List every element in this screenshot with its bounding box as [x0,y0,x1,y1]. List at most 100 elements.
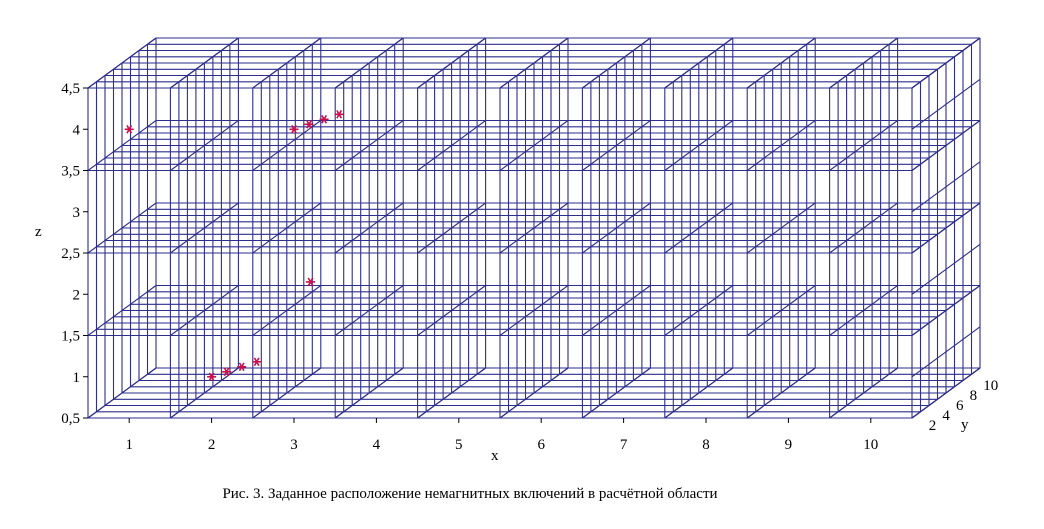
z-tick-label: 2,5 [61,246,80,262]
marker-stroke [253,357,260,367]
grid-line [334,367,404,419]
grid-line [334,285,404,336]
x-axis-label: x [491,448,499,464]
grid-line [417,285,486,336]
marker-stroke [291,125,297,134]
y-tick-label: 8 [970,388,978,404]
grid-line [499,367,569,419]
y-axis-label: y [961,417,969,433]
grid-line [170,120,239,171]
data-point [252,357,262,367]
grid-line [252,367,322,419]
data-point [304,120,314,129]
data-point [306,277,315,287]
grid-line [334,37,404,89]
data-point [124,125,134,134]
grid-line [499,37,569,89]
grid-line [664,367,734,419]
grid-line [911,161,981,213]
grid-line [911,367,981,419]
z-axis-label: z [35,224,42,240]
x-tick-label: 2 [208,437,216,453]
figure-caption: Рис. 3. Заданное расположение немагнитны… [222,486,718,502]
grid-line [252,37,322,89]
grid-line [87,202,157,254]
z-tick-label: 3 [73,205,81,221]
grid-line [829,285,898,336]
marker-stroke [321,115,328,124]
grid-line [499,202,569,254]
grid-line [746,120,816,171]
z-tick-label: 4 [73,122,81,138]
grid-line [87,285,157,336]
grid-line [87,367,157,419]
x-tick-label: 8 [702,437,710,453]
marker-stroke [238,362,245,372]
grid-line [417,120,486,171]
z-tick-labels: 0,5 1 1,5 2 2,5 3 3,5 4 4,5 [61,81,88,427]
grid-layer [87,37,981,419]
grid-line [829,120,898,171]
grid-line [664,202,734,254]
grid-line [87,37,157,89]
grid-line [170,367,239,419]
marker-stroke [223,367,230,377]
marker-stroke [126,125,133,134]
z-tick-label: 0,5 [61,411,80,427]
grid-line [582,285,651,336]
marker-stroke [306,120,312,129]
data-point [289,125,299,134]
y-tick-label: 2 [929,418,937,434]
x-tick-label: 9 [785,437,793,453]
grid-line [334,120,404,171]
grid-line [664,37,734,89]
grid-line [499,120,569,171]
grid-line [582,367,651,419]
grid-line [911,37,981,89]
grid-line [829,37,898,89]
marker-stroke [208,372,215,382]
grid-line [252,202,322,254]
grid-line [829,367,898,419]
x-tick-label: 7 [620,437,628,453]
grid-line [664,120,734,171]
grid-line [746,285,816,336]
x-tick-label: 3 [290,437,298,453]
data-point [237,362,247,372]
z-tick-label: 1 [73,370,81,386]
grid-line [417,367,486,419]
z-tick-label: 2 [73,287,81,303]
grid-line [499,285,569,336]
grid-line [911,243,981,295]
grid-line [664,285,734,336]
data-point [207,372,217,382]
grid-line [911,78,981,130]
grid-line [252,285,322,336]
x-tick-label: 4 [373,437,381,453]
grid-line [582,202,651,254]
x-tick-label: 10 [863,437,878,453]
grid-line [417,202,486,254]
z-tick-label: 3,5 [61,164,80,180]
data-point [222,367,232,377]
x-tick-label: 1 [125,437,133,453]
grid-line [746,367,816,419]
grid-line [252,120,322,171]
data-point [319,115,329,124]
grid-line [334,202,404,254]
data-points [124,110,344,382]
grid-line [911,326,981,378]
grid-line [417,37,486,89]
marker-stroke [336,110,343,119]
marker-stroke [307,277,314,287]
grid-line [911,120,981,171]
y-tick-label: 6 [956,398,964,414]
x-tick-label: 5 [455,437,463,453]
y-tick-label: 10 [983,378,998,394]
grid-line [911,285,981,336]
grid-line [170,202,239,254]
grid-line [582,120,651,171]
grid-line [829,202,898,254]
